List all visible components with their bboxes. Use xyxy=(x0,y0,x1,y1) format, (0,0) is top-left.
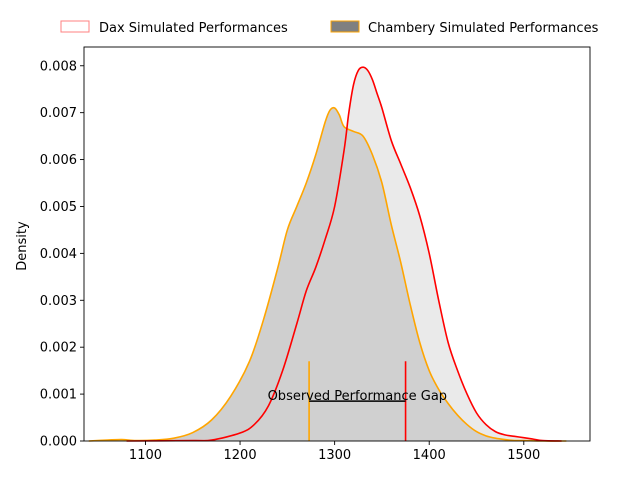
y-tick-label: 0.008 xyxy=(40,59,77,74)
legend-swatch-chambery xyxy=(330,20,360,33)
dax-density-area xyxy=(126,67,562,442)
dax-density-line xyxy=(126,66,562,442)
x-tick-label: 1300 xyxy=(318,448,351,463)
x-tick-label: 1500 xyxy=(507,448,540,463)
legend-label-chambery: Chambery Simulated Performances xyxy=(368,21,599,36)
legend-swatch-dax xyxy=(60,20,90,33)
y-tick-label: 0.001 xyxy=(40,388,77,403)
chambery-density-line xyxy=(88,106,567,442)
x-tick-label: 1200 xyxy=(224,448,257,463)
legend: Dax Simulated Performances Chambery Simu… xyxy=(60,20,599,36)
y-tick-label: 0.007 xyxy=(40,106,77,121)
x-tick-label: 1400 xyxy=(413,448,446,463)
y-tick-label: 0.006 xyxy=(40,153,77,168)
gap-annotation-label: Observed Performance Gap xyxy=(268,389,447,404)
legend-label-dax: Dax Simulated Performances xyxy=(99,21,288,36)
plot-frame xyxy=(83,46,591,442)
y-tick-label: 0.002 xyxy=(40,341,77,356)
y-tick-label: 0.000 xyxy=(40,435,77,450)
y-tick-label: 0.005 xyxy=(40,200,77,215)
x-tick-label: 1100 xyxy=(129,448,162,463)
y-tick-label: 0.004 xyxy=(40,247,77,262)
chambery-density-area xyxy=(88,107,567,442)
y-tick-label: 0.003 xyxy=(40,294,77,309)
y-axis-title: Density xyxy=(15,221,30,271)
